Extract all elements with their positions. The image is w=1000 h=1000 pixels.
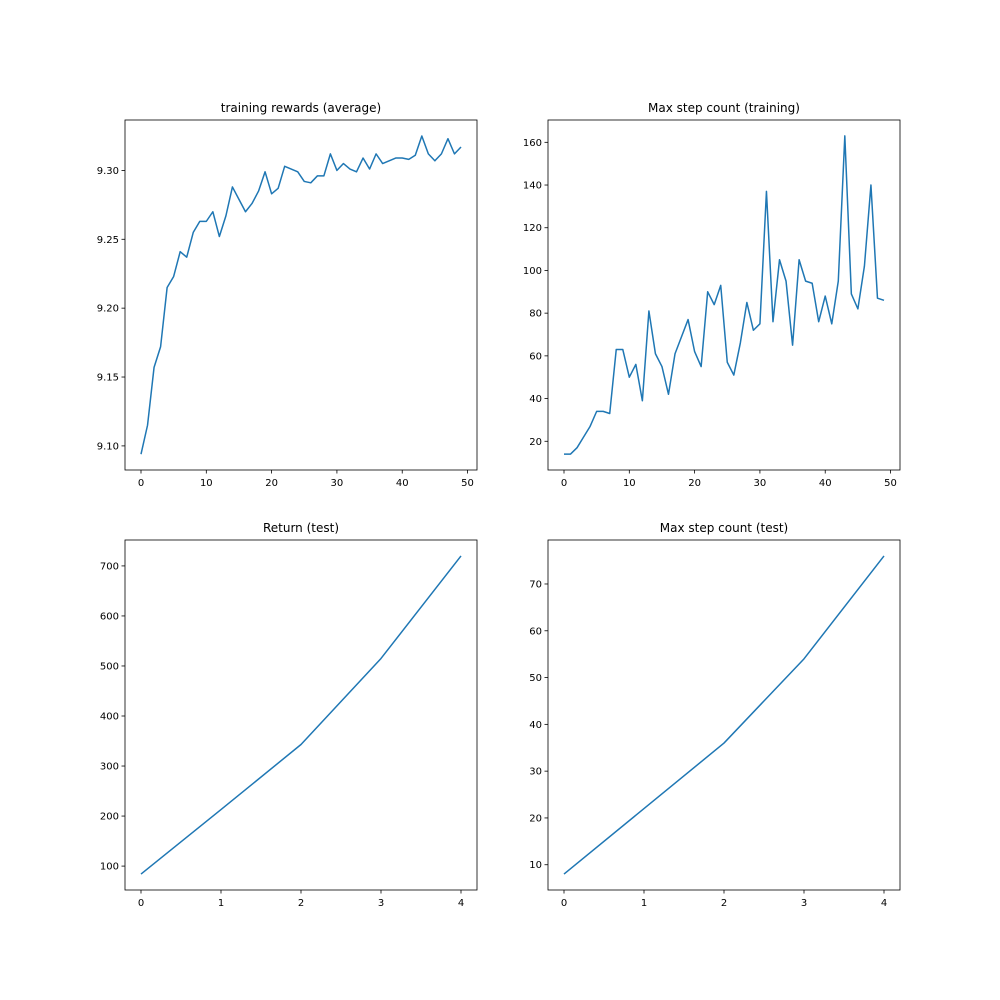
x-tick-label: 1	[218, 898, 224, 909]
x-tick-label: 50	[884, 478, 897, 489]
axes-frame	[124, 539, 478, 891]
y-tick-label: 80	[529, 309, 542, 320]
y-tick-label: 120	[523, 223, 542, 234]
y-tick-label: 600	[100, 611, 119, 622]
x-tick-label: 2	[298, 898, 304, 909]
y-tick-label: 40	[529, 394, 542, 405]
x-tick-label: 0	[138, 898, 144, 909]
x-tick-label: 4	[458, 898, 464, 909]
data-line	[140, 555, 462, 875]
axes-frame	[547, 539, 901, 891]
axes-frame	[547, 119, 901, 471]
y-tick-label: 70	[529, 579, 542, 590]
x-tick-label: 2	[721, 898, 727, 909]
x-tick-label: 0	[138, 478, 144, 489]
x-tick-label: 1	[641, 898, 647, 909]
y-tick-label: 300	[100, 762, 119, 773]
x-tick-label: 0	[561, 898, 567, 909]
x-tick-label: 30	[331, 478, 344, 489]
y-tick-label: 9.25	[97, 235, 119, 246]
x-tick-label: 4	[881, 898, 887, 909]
axes-frame	[124, 119, 478, 471]
y-tick-label: 50	[529, 673, 542, 684]
y-tick-label: 10	[529, 860, 542, 871]
y-tick-label: 500	[100, 661, 119, 672]
y-tick-label: 60	[529, 351, 542, 362]
x-tick-label: 3	[801, 898, 807, 909]
data-line	[563, 555, 885, 875]
x-tick-label: 10	[623, 478, 636, 489]
y-tick-label: 30	[529, 767, 542, 778]
y-tick-label: 100	[523, 266, 542, 277]
y-tick-label: 160	[523, 138, 542, 149]
data-line	[564, 135, 885, 455]
y-tick-label: 9.30	[97, 166, 119, 177]
subplot-title: Max step count (training)	[648, 101, 800, 115]
x-tick-label: 0	[561, 478, 567, 489]
y-tick-label: 9.20	[97, 304, 119, 315]
x-tick-label: 20	[265, 478, 278, 489]
data-line	[140, 135, 462, 455]
y-tick-label: 400	[100, 712, 119, 723]
subplot-title: Max step count (test)	[660, 521, 788, 535]
y-tick-label: 100	[100, 862, 119, 873]
y-tick-label: 20	[529, 813, 542, 824]
y-tick-label: 40	[529, 720, 542, 731]
y-tick-label: 60	[529, 626, 542, 637]
x-tick-label: 20	[688, 478, 701, 489]
x-tick-label: 40	[819, 478, 832, 489]
y-tick-label: 9.15	[97, 373, 119, 384]
y-tick-label: 140	[523, 181, 542, 192]
x-tick-label: 40	[396, 478, 409, 489]
y-tick-label: 200	[100, 812, 119, 823]
subplot-title: Return (test)	[263, 521, 339, 535]
x-tick-label: 3	[378, 898, 384, 909]
subplot-title: training rewards (average)	[221, 101, 381, 115]
y-tick-label: 20	[529, 437, 542, 448]
x-tick-label: 10	[200, 478, 213, 489]
y-tick-label: 9.10	[97, 441, 119, 452]
x-tick-label: 50	[461, 478, 474, 489]
x-tick-label: 30	[754, 478, 767, 489]
y-tick-label: 700	[100, 561, 119, 572]
